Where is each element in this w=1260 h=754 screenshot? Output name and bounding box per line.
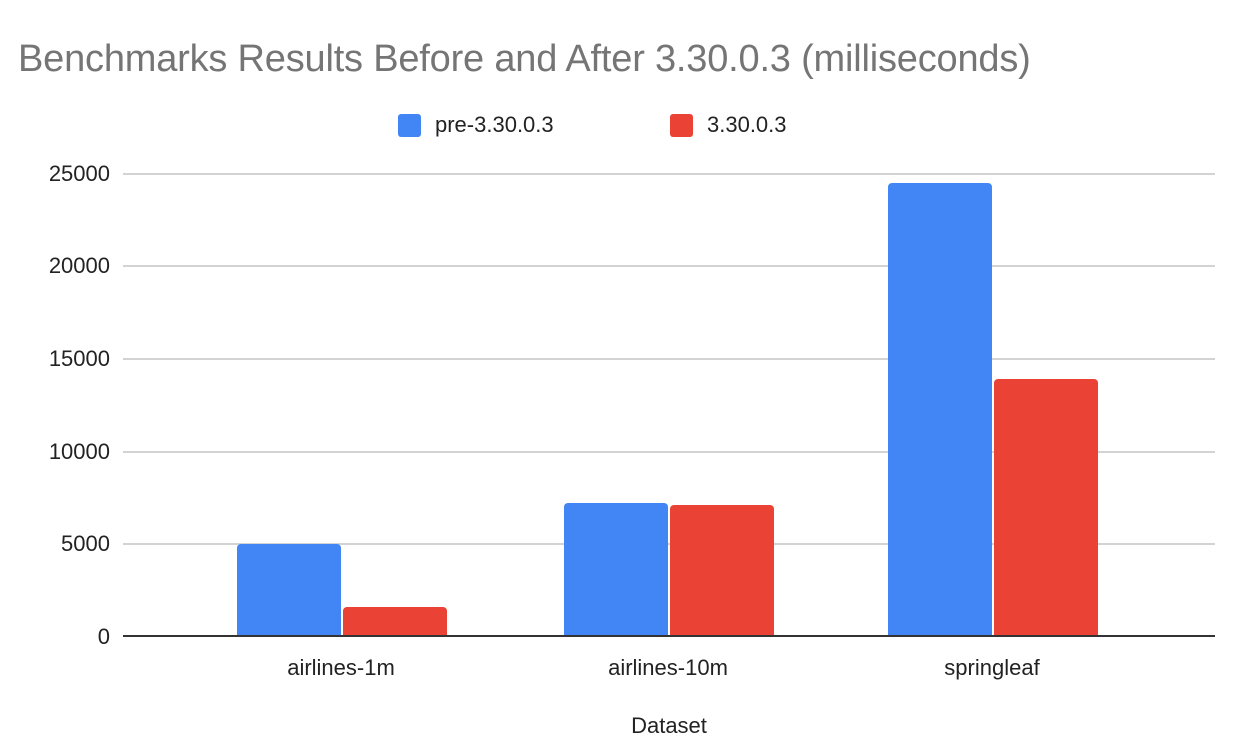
bar-airlines-10m-pre-3.30.0.3[interactable] [564, 503, 668, 636]
legend-label: pre-3.30.0.3 [435, 112, 554, 137]
gridline [123, 173, 1215, 175]
legend: pre-3.30.0.3 3.30.0.3 [0, 112, 1260, 140]
bar-airlines-10m-3.30.0.3[interactable] [670, 505, 774, 636]
legend-swatch-blue [398, 113, 421, 137]
x-tick-label: airlines-10m [608, 655, 728, 680]
y-tick-label: 15000 [48, 346, 110, 371]
bar-airlines-1m-pre-3.30.0.3[interactable] [237, 544, 341, 636]
x-tick-label: airlines-1m [287, 655, 395, 680]
x-axis-line [123, 635, 1215, 637]
bar-springleaf-pre-3.30.0.3[interactable] [888, 183, 992, 636]
gridline [123, 451, 1215, 453]
gridline [123, 358, 1215, 360]
y-tick-label: 10000 [48, 439, 110, 464]
bar-airlines-1m-3.30.0.3[interactable] [343, 607, 447, 636]
legend-item-post[interactable]: 3.30.0.3 [670, 112, 787, 138]
gridline [123, 543, 1215, 545]
legend-label: 3.30.0.3 [707, 112, 787, 137]
legend-item-pre[interactable]: pre-3.30.0.3 [398, 112, 554, 138]
y-tick-label: 20000 [48, 253, 110, 278]
y-tick-label: 0 [97, 624, 110, 649]
legend-swatch-red [670, 113, 693, 137]
y-tick-label: 25000 [48, 161, 110, 186]
y-tick-label: 5000 [61, 531, 110, 556]
x-tick-label: springleaf [944, 655, 1040, 680]
bar-springleaf-3.30.0.3[interactable] [994, 379, 1098, 636]
x-axis-title: Dataset [631, 713, 707, 738]
chart-title: Benchmarks Results Before and After 3.30… [18, 38, 1031, 80]
gridline [123, 265, 1215, 267]
